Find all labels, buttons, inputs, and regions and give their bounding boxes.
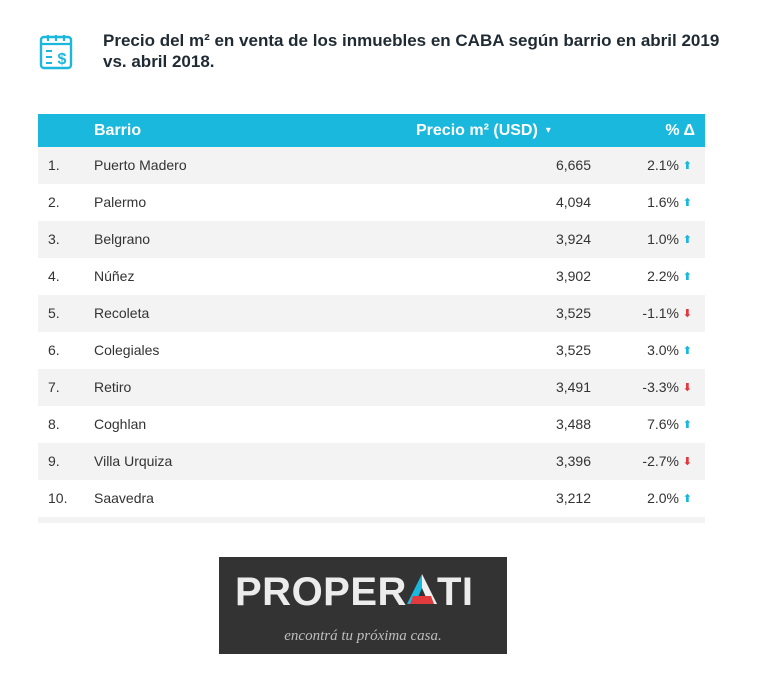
row-rank: 1.: [48, 157, 60, 173]
arrow-up-icon: ⬆: [682, 419, 692, 431]
table-row: 1. Puerto Madero 6,665 2.1% ⬆: [38, 147, 705, 184]
arrow-up-icon: ⬆: [682, 345, 692, 357]
page-title: Precio del m² en venta de los inmuebles …: [103, 31, 720, 71]
row-rank: 4.: [48, 268, 60, 284]
row-rank: 7.: [48, 379, 60, 395]
row-pct: 2.0%: [647, 490, 679, 506]
ranking-table: Barrio Precio m² (USD) ▾ % Δ 1. Puerto Mad…: [38, 114, 705, 523]
row-precio: 3,491: [555, 379, 591, 395]
arrow-down-icon: ⬇: [682, 308, 692, 320]
row-precio: 3,902: [555, 268, 591, 284]
arrow-up-icon: ⬆: [682, 271, 692, 283]
table-row: 8. Coghlan 3,488 7.6% ⬆: [38, 406, 705, 443]
row-pct: 3.0%: [647, 342, 679, 358]
table-row: 6. Colegiales 3,525 3.0% ⬆: [38, 332, 705, 369]
row-barrio: Palermo: [94, 194, 147, 210]
row-rank: 10.: [48, 490, 68, 506]
row-barrio: Colegiales: [94, 342, 160, 358]
arrow-up-icon: ⬆: [682, 234, 692, 246]
row-rank: 3.: [48, 231, 60, 247]
arrow-up-icon: ⬆: [682, 197, 692, 209]
row-rank: 2.: [48, 194, 60, 210]
table-footer-strip: [38, 517, 705, 523]
row-rank: 5.: [48, 305, 60, 321]
column-header-pct[interactable]: % Δ: [665, 122, 695, 139]
table-row: 7. Retiro 3,491 -3.3% ⬇: [38, 369, 705, 406]
logo-tagline: encontrá tu próxima casa.: [284, 628, 442, 644]
table-body: 1. Puerto Madero 6,665 2.1% ⬆ 2. Palermo 4,094 1…: [38, 147, 705, 517]
svg-text:$: $: [58, 51, 67, 68]
row-pct: -1.1%: [642, 305, 679, 321]
row-barrio: Núñez: [94, 268, 135, 284]
row-pct: 7.6%: [647, 416, 679, 432]
table-header: Barrio Precio m² (USD) ▾ % Δ: [38, 114, 705, 147]
row-precio: 3,488: [555, 416, 591, 432]
row-pct: 1.0%: [647, 231, 679, 247]
arrow-down-icon: ⬇: [682, 456, 692, 468]
row-pct: -2.7%: [642, 453, 679, 469]
row-precio: 3,396: [555, 453, 591, 469]
row-pct: 1.6%: [647, 194, 679, 210]
table-row: 10. Saavedra 3,212 2.0% ⬆: [38, 480, 705, 517]
table-row: 2. Palermo 4,094 1.6% ⬆: [38, 184, 705, 221]
row-barrio: Coghlan: [94, 416, 147, 432]
row-precio: 6,665: [555, 157, 591, 173]
arrow-up-icon: ⬆: [682, 160, 692, 172]
row-rank: 8.: [48, 416, 60, 432]
table-row: 5. Recoleta 3,525 -1.1% ⬇: [38, 295, 705, 332]
row-pct: 2.1%: [647, 157, 679, 173]
row-barrio: Belgrano: [94, 231, 151, 247]
row-precio: 3,525: [555, 342, 591, 358]
row-precio: 3,212: [555, 490, 591, 506]
table-row: 3. Belgrano 3,924 1.0% ⬆: [38, 221, 705, 258]
logo-a-icon: A: [406, 570, 437, 615]
arrow-up-icon: ⬆: [682, 493, 692, 505]
row-barrio: Retiro: [94, 379, 132, 395]
row-barrio: Puerto Madero: [94, 157, 187, 173]
logo-wordmark: PROPERATI: [235, 570, 474, 615]
table-row: 4. Núñez 3,902 2.2% ⬆: [38, 258, 705, 295]
row-precio: 4,094: [555, 194, 591, 210]
sort-caret-icon[interactable]: ▾: [545, 125, 551, 136]
column-header-barrio[interactable]: Barrio: [94, 122, 142, 139]
row-rank: 6.: [48, 342, 60, 358]
row-pct: -3.3%: [642, 379, 679, 395]
column-header-precio[interactable]: Precio m² (USD) ▾: [416, 122, 551, 139]
row-precio: 3,525: [555, 305, 591, 321]
row-rank: 9.: [48, 453, 60, 469]
row-barrio: Saavedra: [94, 490, 154, 506]
row-barrio: Villa Urquiza: [94, 453, 173, 469]
price-document-icon: $: [39, 35, 73, 70]
properati-logo: PROPERATI encontrá tu próxima casa.: [219, 557, 507, 654]
table-row: 9. Villa Urquiza 3,396 -2.7% ⬇: [38, 443, 705, 480]
arrow-down-icon: ⬇: [682, 382, 692, 394]
row-barrio: Recoleta: [94, 305, 150, 321]
row-pct: 2.2%: [647, 268, 679, 284]
row-precio: 3,924: [555, 231, 591, 247]
